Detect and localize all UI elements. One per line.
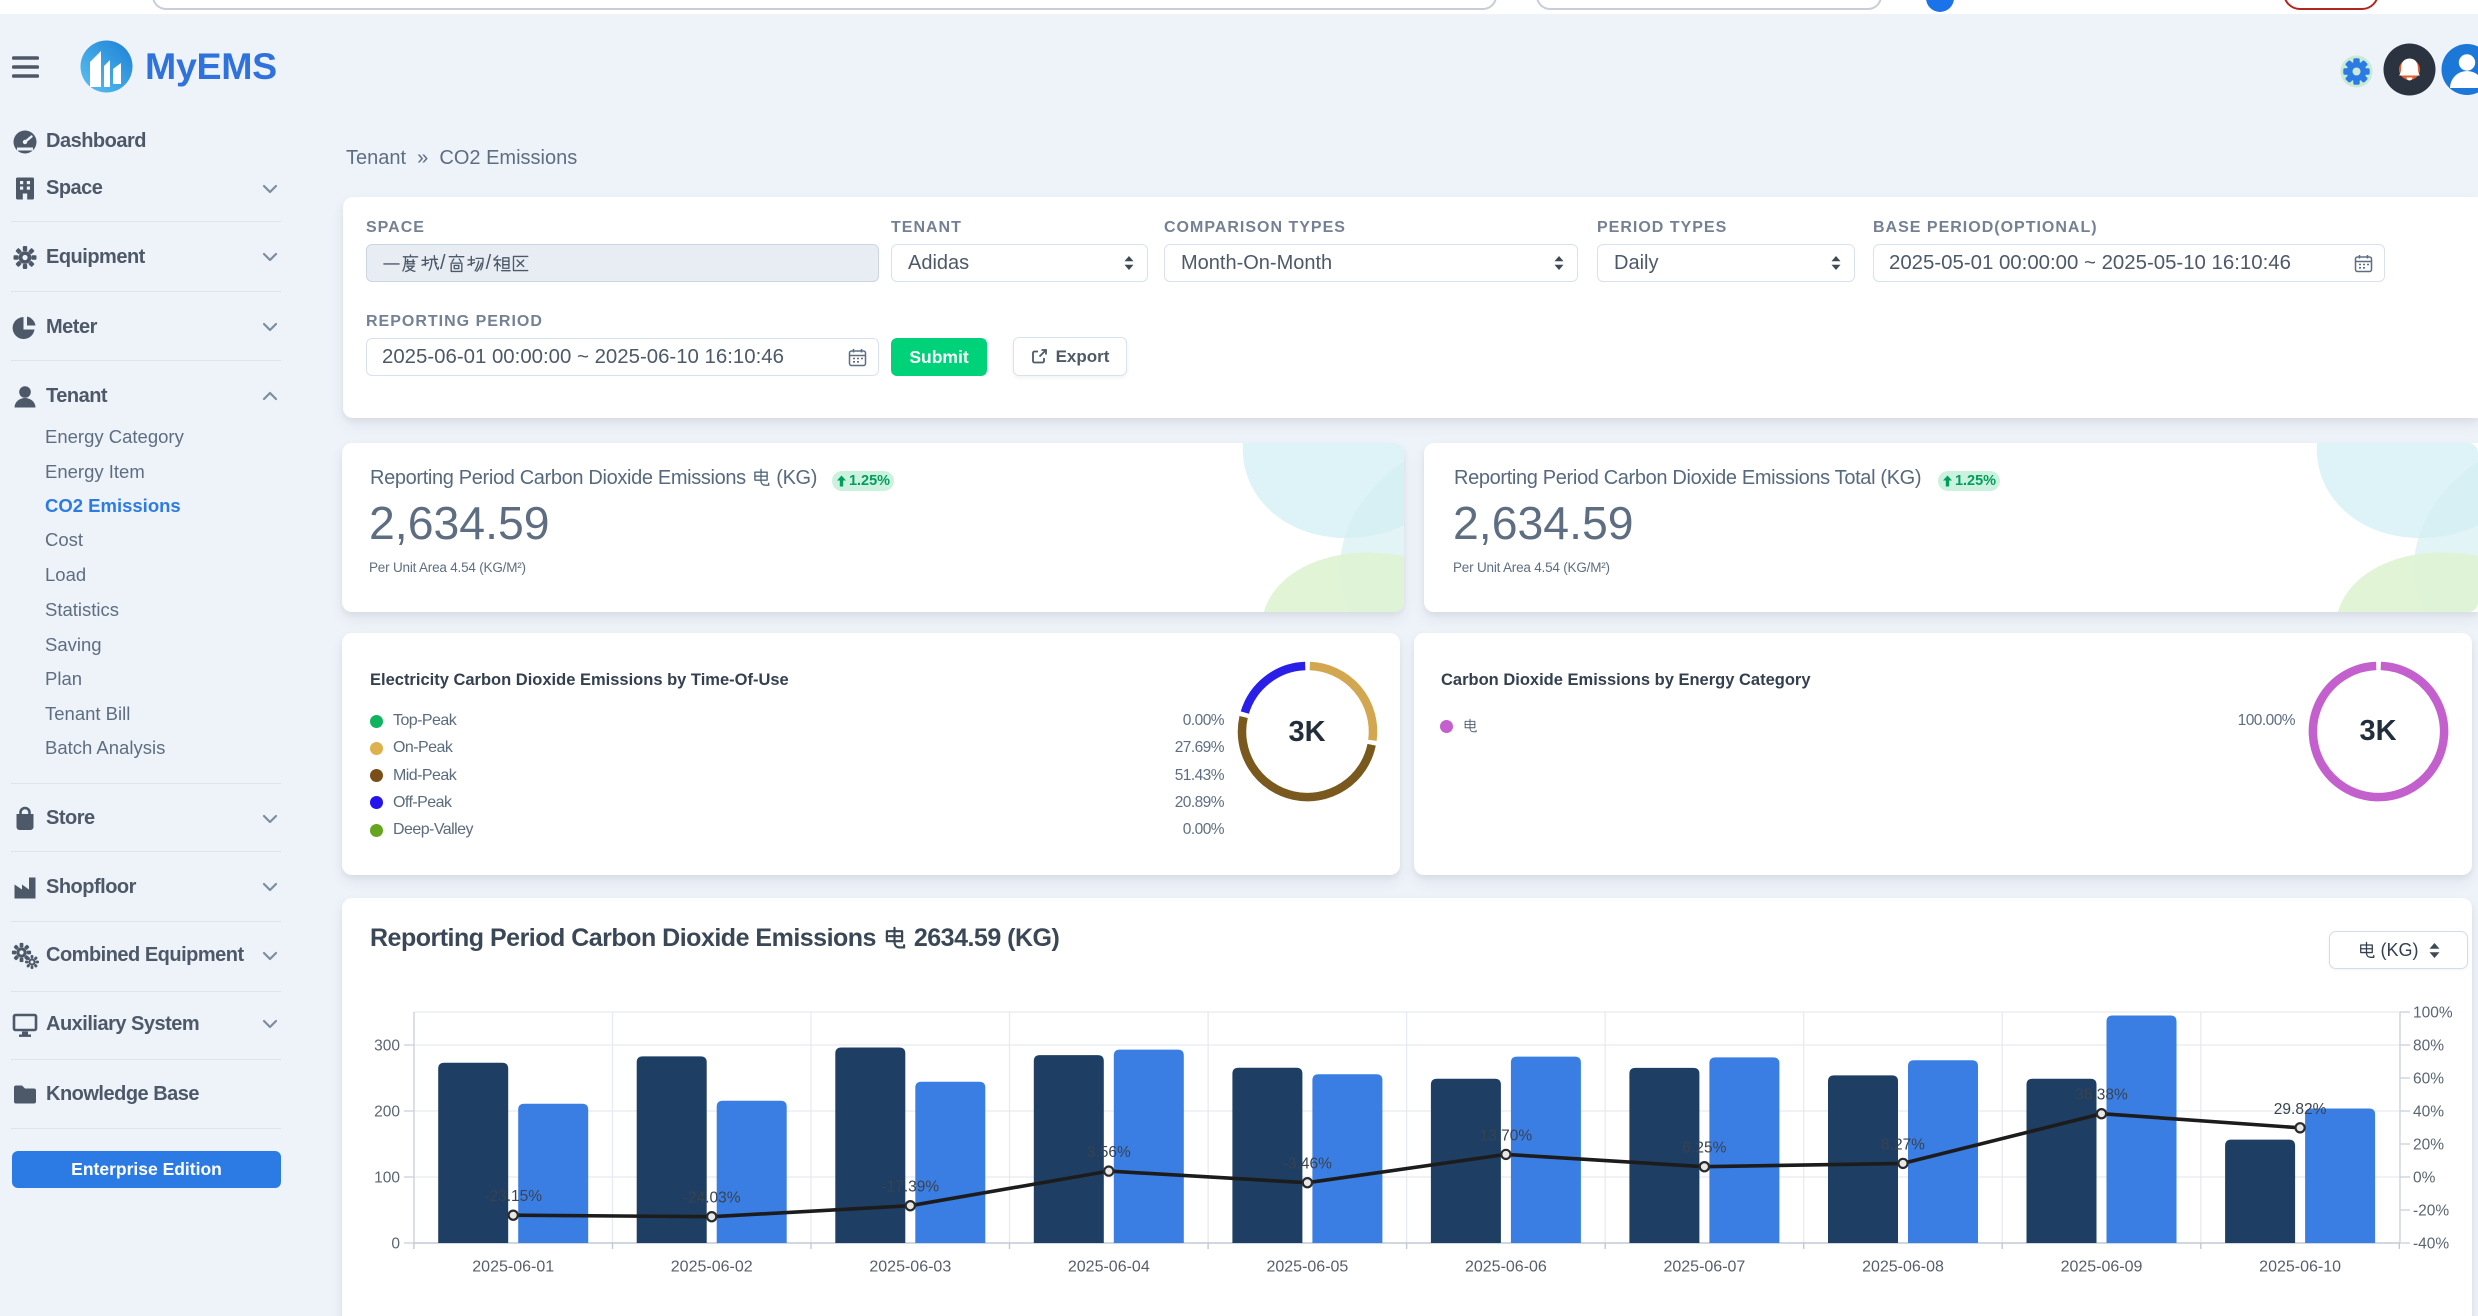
svg-text:3.56%: 3.56% bbox=[1087, 1144, 1131, 1161]
svg-text:2025-06-08: 2025-06-08 bbox=[1862, 1259, 1944, 1276]
svg-text:200: 200 bbox=[374, 1104, 400, 1121]
svg-text:2025-06-10: 2025-06-10 bbox=[2259, 1259, 2341, 1276]
svg-text:-40%: -40% bbox=[2413, 1236, 2449, 1253]
svg-text:38.38%: 38.38% bbox=[2075, 1087, 2128, 1104]
svg-text:20%: 20% bbox=[2413, 1137, 2444, 1154]
svg-text:60%: 60% bbox=[2413, 1071, 2444, 1088]
svg-text:300: 300 bbox=[374, 1038, 400, 1055]
svg-text:40%: 40% bbox=[2413, 1104, 2444, 1121]
svg-text:2025-06-06: 2025-06-06 bbox=[1465, 1259, 1547, 1276]
svg-text:-20%: -20% bbox=[2413, 1203, 2449, 1220]
svg-text:2025-06-04: 2025-06-04 bbox=[1068, 1259, 1150, 1276]
svg-text:-24.03%: -24.03% bbox=[683, 1190, 741, 1207]
svg-text:6.25%: 6.25% bbox=[1682, 1140, 1726, 1157]
svg-text:2025-06-07: 2025-06-07 bbox=[1663, 1259, 1745, 1276]
svg-text:2025-06-02: 2025-06-02 bbox=[671, 1259, 753, 1276]
svg-text:2025-06-03: 2025-06-03 bbox=[869, 1259, 951, 1276]
svg-text:2025-06-05: 2025-06-05 bbox=[1266, 1259, 1348, 1276]
svg-text:100: 100 bbox=[374, 1170, 400, 1187]
svg-text:100%: 100% bbox=[2413, 1005, 2453, 1022]
svg-text:0: 0 bbox=[391, 1236, 400, 1253]
svg-text:-3.46%: -3.46% bbox=[1283, 1156, 1332, 1173]
svg-text:2025-06-01: 2025-06-01 bbox=[472, 1259, 554, 1276]
svg-text:0%: 0% bbox=[2413, 1170, 2436, 1187]
svg-text:-17.39%: -17.39% bbox=[881, 1179, 939, 1196]
svg-text:8.27%: 8.27% bbox=[1881, 1136, 1925, 1153]
svg-text:13.70%: 13.70% bbox=[1480, 1127, 1533, 1144]
svg-text:2025-06-09: 2025-06-09 bbox=[2061, 1259, 2143, 1276]
svg-text:80%: 80% bbox=[2413, 1038, 2444, 1055]
svg-text:-23.15%: -23.15% bbox=[484, 1188, 542, 1205]
svg-text:29.82%: 29.82% bbox=[2274, 1101, 2327, 1118]
